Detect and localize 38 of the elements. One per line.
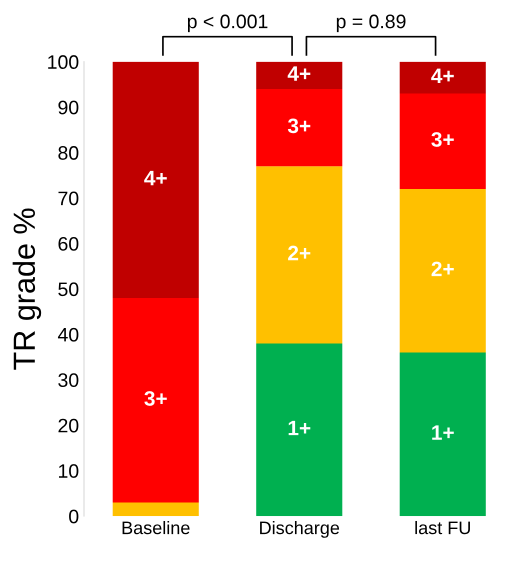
text: 1+ (432, 425, 454, 440)
series-label: 2+ (288, 246, 310, 260)
y-tick-label: 40 (58, 328, 78, 342)
y-tick-label: 0 (69, 510, 78, 524)
x-tick-label: last FU (415, 520, 470, 534)
text: 2+ (432, 262, 454, 276)
y-tick-label: 50 (58, 282, 78, 296)
y-tick-label: 100 (48, 55, 78, 69)
y-tick-label: 70 (58, 192, 78, 206)
text: p = 0.89 (336, 14, 406, 32)
bar (256, 88, 342, 166)
y-axis-title: TR grade % (12, 208, 42, 370)
bar (256, 62, 342, 89)
bar (256, 166, 342, 344)
text: p < 0.001 (188, 14, 268, 32)
text: 3+ (144, 391, 167, 406)
series-label: 1+ (288, 420, 310, 436)
y-tick-label: 20 (58, 418, 78, 432)
series-label: 4+ (288, 66, 310, 81)
x-tick-label: Discharge (260, 520, 340, 538)
bar (112, 298, 199, 502)
bar (112, 502, 199, 516)
series-label: 3+ (288, 118, 310, 134)
text: 4+ (431, 68, 454, 83)
bar (400, 94, 486, 189)
bar (400, 62, 486, 94)
bar (256, 343, 342, 516)
y-tick-label: 80 (58, 146, 78, 160)
text: 4+ (144, 170, 167, 186)
bar (112, 62, 199, 298)
y-tick-label: 30 (58, 373, 78, 388)
bar (400, 188, 486, 353)
y-tick-label: 60 (58, 236, 78, 251)
y-tick-label: 10 (58, 464, 78, 478)
text: 3+ (431, 132, 454, 147)
x-tick-label: Baseline (122, 520, 190, 534)
y-tick-label: 90 (58, 100, 78, 114)
bar (400, 352, 486, 516)
